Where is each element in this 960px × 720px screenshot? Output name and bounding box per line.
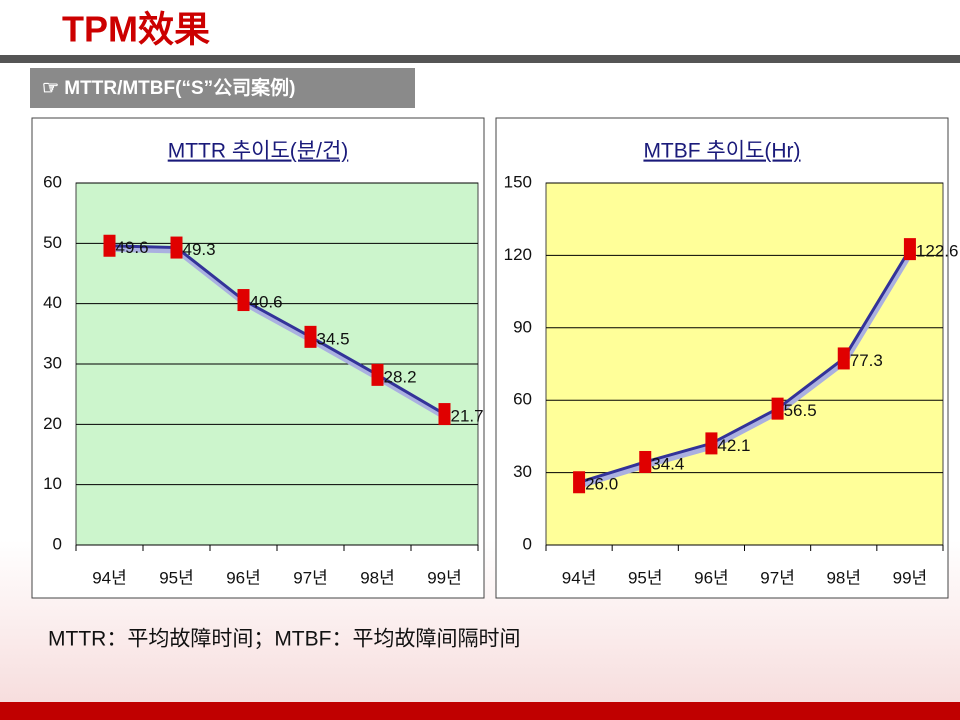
title-bar (0, 55, 960, 63)
x-tick-label: 98년 (826, 568, 861, 587)
x-tick-label: 98년 (360, 568, 395, 587)
value-label: 56.5 (784, 401, 817, 420)
y-tick-label: 30 (43, 353, 62, 372)
value-label: 77.3 (850, 351, 883, 370)
marker (438, 403, 451, 426)
series-line (578, 248, 912, 484)
marker (170, 236, 183, 259)
marker (771, 397, 784, 420)
value-label: 122.6 (916, 242, 959, 261)
chart-title: MTBF 추이도(Hr) (643, 140, 800, 163)
value-label: 40.6 (250, 293, 283, 312)
x-tick-label: 94년 (562, 568, 597, 587)
y-tick-label: 150 (504, 172, 532, 191)
marker (903, 238, 916, 261)
line-shadow (110, 245, 448, 420)
value-label: 26.0 (585, 475, 618, 494)
y-tick-label: 120 (504, 245, 532, 264)
y-tick-label: 20 (43, 414, 62, 433)
y-tick-label: 40 (43, 293, 62, 312)
value-label: 28.2 (384, 367, 417, 386)
marker (837, 347, 850, 370)
bottom-bar (0, 702, 960, 720)
y-tick-label: 0 (523, 534, 532, 553)
subtitle: ☞ MTTR/MTBF(“S”公司案例) (42, 76, 295, 99)
chart-title: MTTR 추이도(분/건) (168, 140, 349, 163)
y-tick-label: 60 (43, 172, 62, 191)
marker (304, 325, 317, 348)
y-tick-label: 0 (53, 534, 62, 553)
value-label: 34.4 (651, 454, 684, 473)
value-label: 21.7 (451, 407, 484, 426)
x-tick-label: 97년 (760, 568, 795, 587)
slide-title: TPM效果 (62, 9, 210, 50)
x-tick-label: 99년 (893, 568, 928, 587)
value-label: 42.1 (717, 436, 750, 455)
marker (705, 432, 718, 455)
y-tick-label: 90 (513, 317, 532, 336)
x-tick-label: 94년 (92, 568, 127, 587)
value-label: 34.5 (317, 329, 350, 348)
x-tick-label: 95년 (159, 568, 194, 587)
x-tick-label: 96년 (226, 568, 261, 587)
x-tick-label: 97년 (293, 568, 328, 587)
y-tick-label: 10 (43, 474, 62, 493)
value-label: 49.3 (183, 240, 216, 259)
x-tick-label: 95년 (628, 568, 663, 587)
marker (371, 363, 384, 386)
marker (639, 450, 652, 473)
x-tick-label: 96년 (694, 568, 729, 587)
y-tick-label: 60 (513, 390, 532, 409)
subtitle-box (30, 68, 415, 108)
marker (237, 289, 250, 312)
series-line (109, 244, 446, 416)
marker (103, 234, 116, 257)
x-tick-label: 99년 (427, 568, 462, 587)
y-tick-label: 50 (43, 233, 62, 252)
marker (573, 471, 586, 494)
line-shadow (579, 250, 914, 489)
footnote: MTTR：平均故障时间；MTBF：平均故障间隔时间 (48, 628, 520, 651)
value-label: 49.6 (116, 238, 149, 257)
y-tick-label: 30 (513, 462, 532, 481)
